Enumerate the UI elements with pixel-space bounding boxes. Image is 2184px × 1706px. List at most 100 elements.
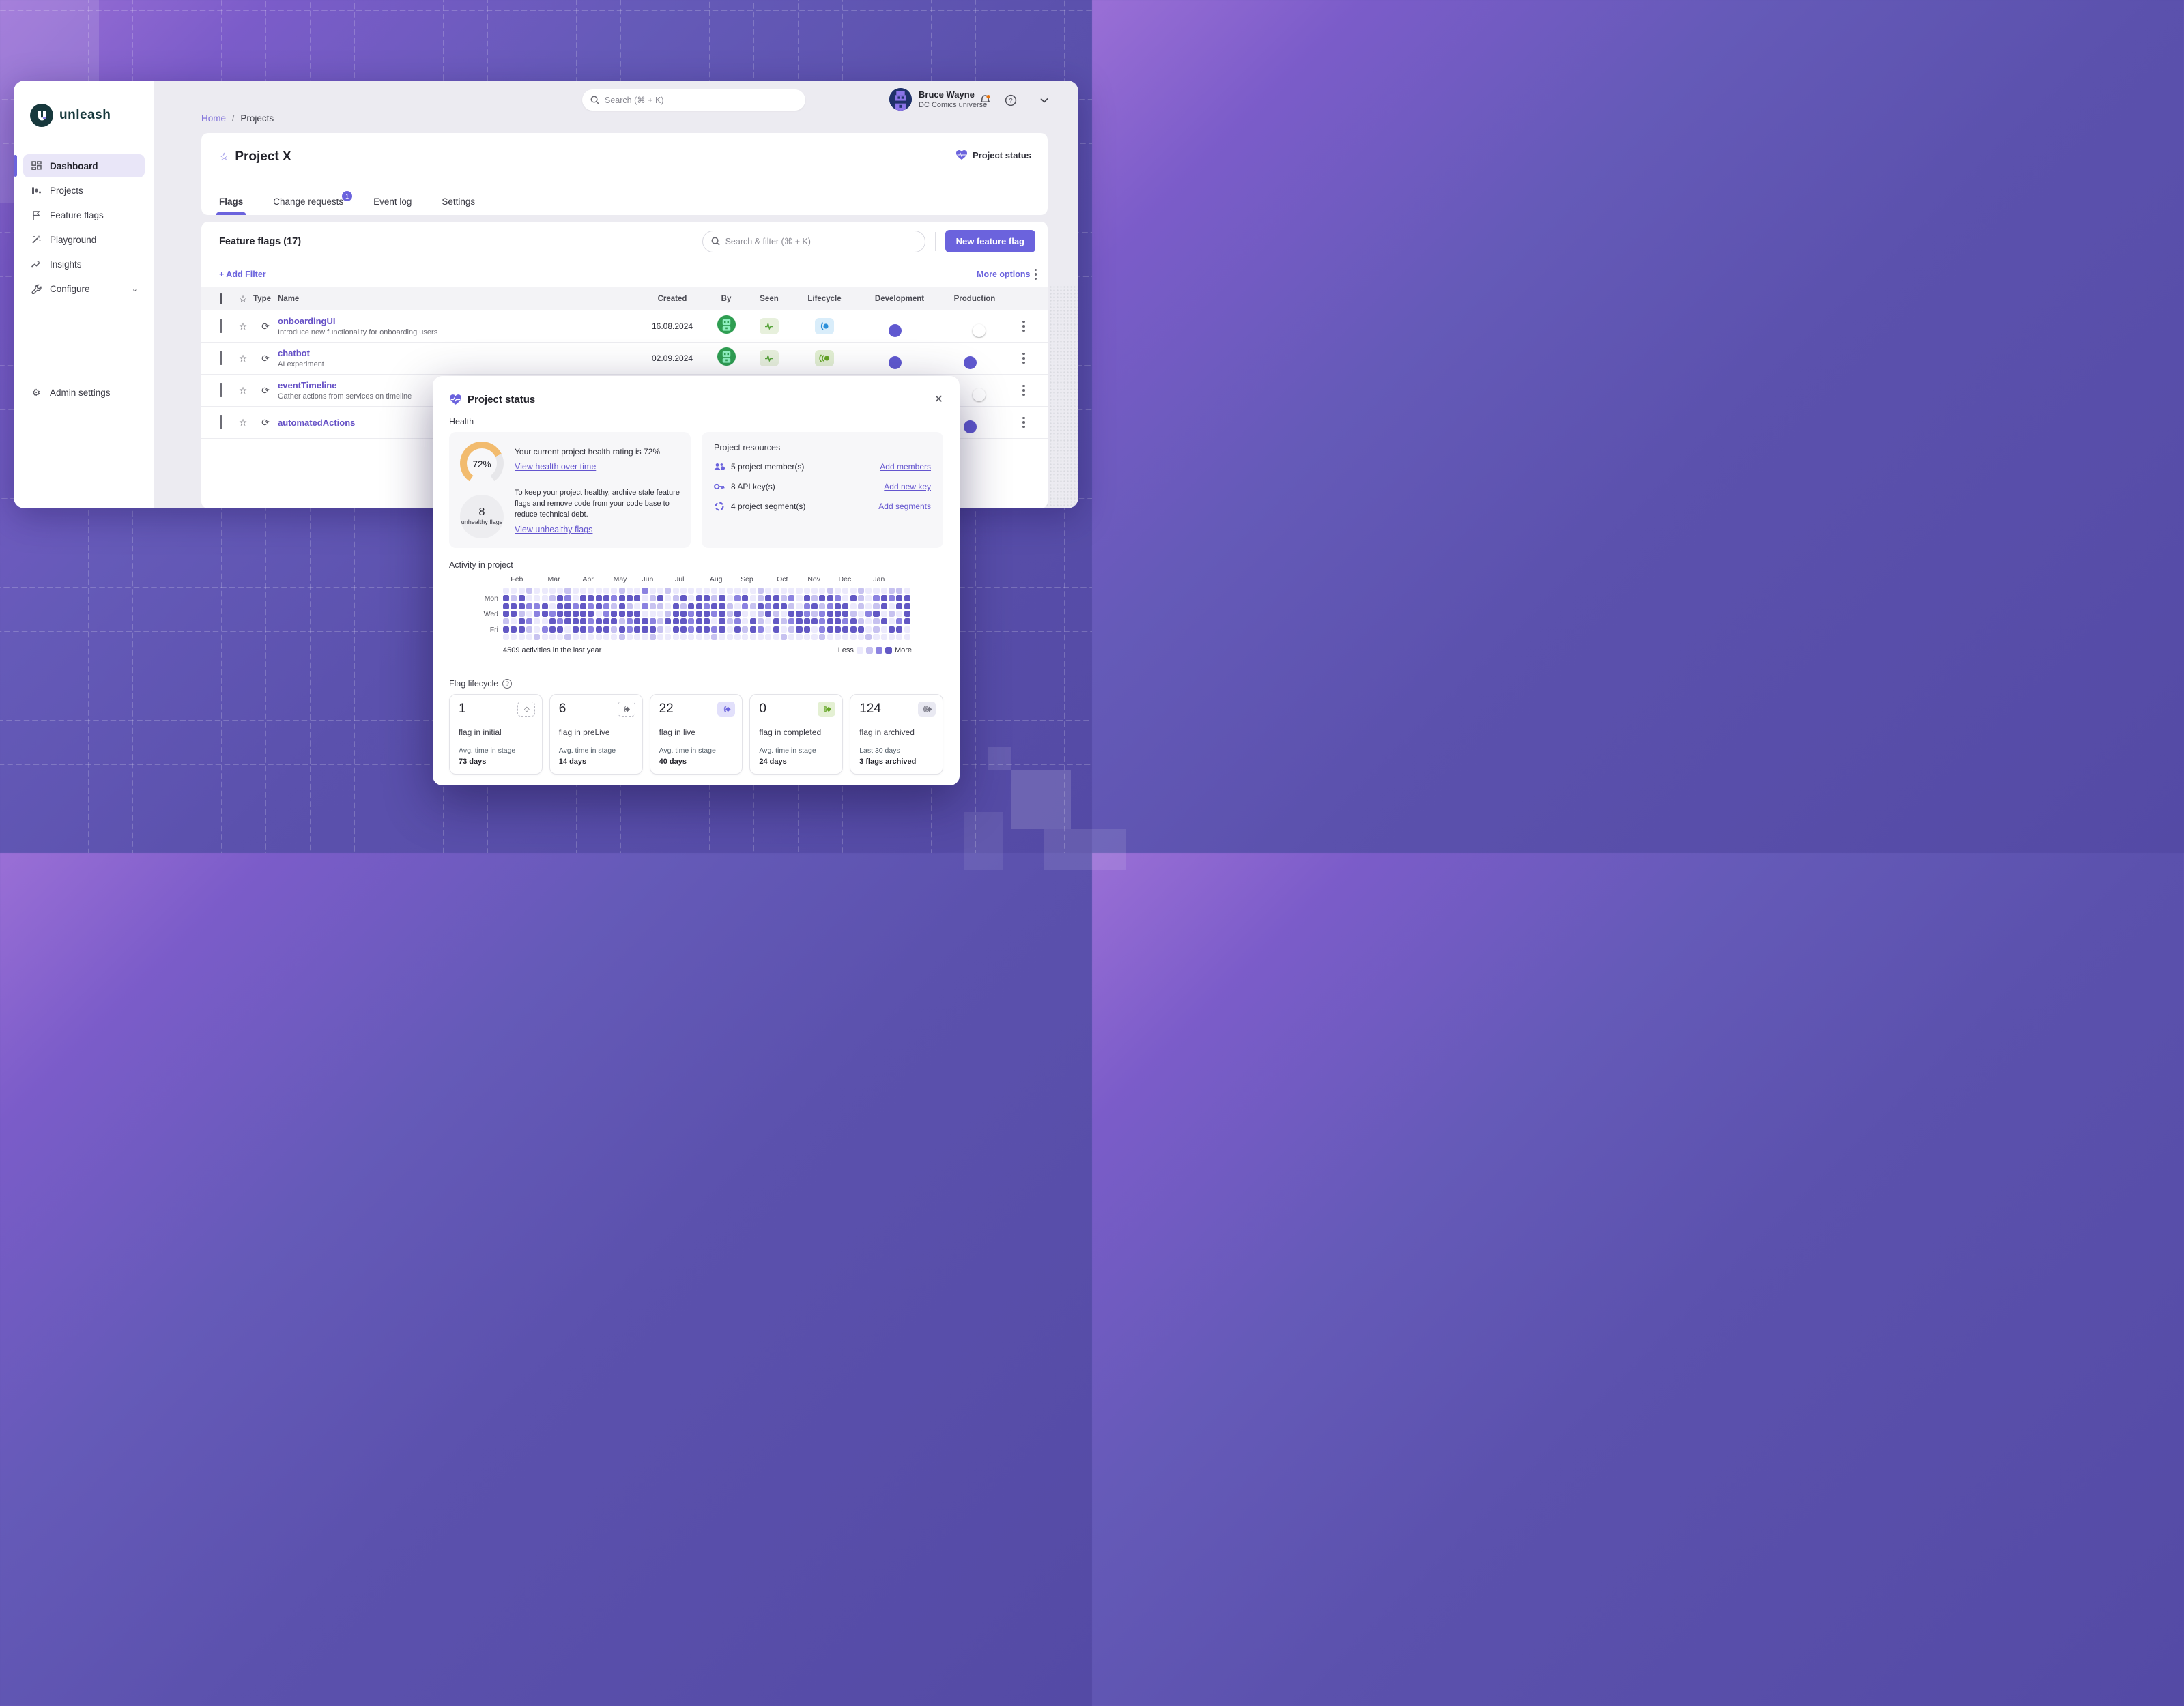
flag-name-link[interactable]: automatedActions [278,417,356,428]
row-star-icon[interactable]: ☆ [238,320,248,332]
table-row[interactable]: ☆ ⟳ chatbot AI experiment 02.09.2024 [201,343,1048,375]
sidebar-item-label: Projects [50,185,83,196]
resource-link[interactable]: Add members [880,462,931,472]
tab-settings[interactable]: Settings [442,197,475,215]
heatmap-cell [857,588,864,594]
row-kebab-menu[interactable] [1008,416,1039,429]
flag-name-link[interactable]: onboardingUI [278,316,336,326]
activity-heatmap: Feb Mar Apr May Jun Jul Aug Sep Oct Nov Dec Jan Mon… [449,575,943,678]
sidebar-item-dashboard[interactable]: Dashboard [14,154,145,177]
column-lifecycle[interactable]: Lifecycle [807,295,842,303]
favorite-star-icon[interactable]: ☆ [219,151,229,163]
sidebar-item-configure[interactable]: Configure ⌄ [23,277,145,300]
row-checkbox[interactable] [220,319,222,333]
heatmap-cell [780,588,787,594]
column-development[interactable]: Development [874,295,925,303]
heatmap-cell [688,633,695,640]
column-by[interactable]: By [721,295,732,303]
breadcrumb-home-link[interactable]: Home [201,113,227,124]
heatmap-cell [757,603,764,609]
heatmap-cell [819,618,826,625]
row-star-icon[interactable]: ☆ [238,384,248,396]
row-kebab-menu[interactable] [1008,384,1039,396]
sidebar-item-admin-settings[interactable]: ⚙ Admin settings [23,381,145,404]
resource-link[interactable]: Add new key [884,482,931,491]
help-icon[interactable]: ? [502,679,513,689]
tab-change-requests[interactable]: Change requests 1 [273,191,353,215]
resources-title: Project resources [714,443,781,452]
heatmap-cell [626,618,633,625]
segments-icon [714,502,725,511]
notifications-bell-icon[interactable] [977,92,993,109]
view-health-link[interactable]: View health over time [515,462,597,472]
heatmap-cell [526,595,533,602]
heatmap-cell [873,603,880,609]
unleash-logo[interactable]: unleash [14,94,154,127]
row-star-icon[interactable]: ☆ [238,416,248,428]
row-star-icon[interactable]: ☆ [238,352,248,364]
help-icon[interactable]: ? [1003,92,1019,109]
heatmap-cell [541,610,548,618]
resource-link[interactable]: Add segments [878,502,931,511]
sidebar-item-feature-flags[interactable]: Feature flags [23,203,145,227]
heatmap-cell [634,633,641,640]
heatmap-cell [850,588,857,594]
heatmap-legend: Less More [838,646,912,654]
lifecycle-stage-icon-archived: ((((◆ [917,702,936,717]
select-all-checkbox[interactable] [220,293,222,304]
heatmap-cell [534,588,541,594]
heatmap-cell [880,610,887,618]
heatmap-cell [695,626,702,633]
heatmap-cell [534,626,541,633]
heatmap-cell [726,603,733,609]
view-unhealthy-flags-link[interactable]: View unhealthy flags [515,525,593,534]
column-created[interactable]: Created [657,295,687,303]
sidebar-item-projects[interactable]: Projects [23,179,145,202]
user-menu[interactable]: Bruce Wayne DC Comics universe [889,88,987,111]
row-checkbox[interactable] [220,383,222,397]
sidebar-item-playground[interactable]: Playground [23,228,145,251]
heatmap-cell [549,603,556,609]
search-icon [711,237,720,246]
heatmap-cell [541,595,548,602]
column-name[interactable]: Name [278,295,300,303]
row-kebab-menu[interactable] [1008,352,1039,364]
lifecycle-sub-label: Last 30 days [859,747,900,755]
column-production[interactable]: Production [953,295,996,303]
flag-name-link[interactable]: eventTimeline [278,380,337,390]
heatmap-cell [649,595,656,602]
new-feature-flag-button[interactable]: New feature flag [945,230,1035,252]
chevron-down-icon[interactable] [1040,94,1048,106]
sidebar-item-insights[interactable]: Insights [23,252,145,276]
more-options-button[interactable]: More options [977,268,1037,280]
row-checkbox[interactable] [220,415,222,429]
heatmap-cell [588,588,594,594]
heatmap-cell [904,626,910,633]
row-checkbox[interactable] [220,351,222,365]
project-status-button[interactable]: Project status [956,149,1031,160]
heatmap-cell [672,633,679,640]
heatmap-cell [557,626,564,633]
close-icon[interactable]: ✕ [934,394,943,405]
heatmap-cell [757,633,764,640]
table-row[interactable]: ☆ ⟳ onboardingUI Introduce new functiona… [201,310,1048,343]
sidebar-item-label: Configure [50,283,90,294]
flags-search-input[interactable]: Search & filter (⌘ + K) [702,230,925,252]
flag-name-link[interactable]: chatbot [278,348,310,358]
lifecycle-count: 22 [659,702,674,716]
heatmap-cell [611,610,618,618]
heatmap-cell [880,588,887,594]
heatmap-cell [857,610,864,618]
heatmap-cell [649,633,656,640]
tab-flags[interactable]: Flags [216,197,246,215]
heatmap-cell [511,626,517,633]
column-seen[interactable]: Seen [760,295,779,303]
heatmap-cell [765,618,772,625]
tab-event-log[interactable]: Event log [373,197,412,215]
unleash-logo-text: unleash [59,108,111,122]
heatmap-cell [503,595,510,602]
global-search-input[interactable]: Search (⌘ + K) [582,89,805,111]
row-kebab-menu[interactable] [1008,320,1039,332]
add-filter-button[interactable]: + Add Filter [219,270,266,279]
kebab-menu-icon [1034,268,1037,280]
